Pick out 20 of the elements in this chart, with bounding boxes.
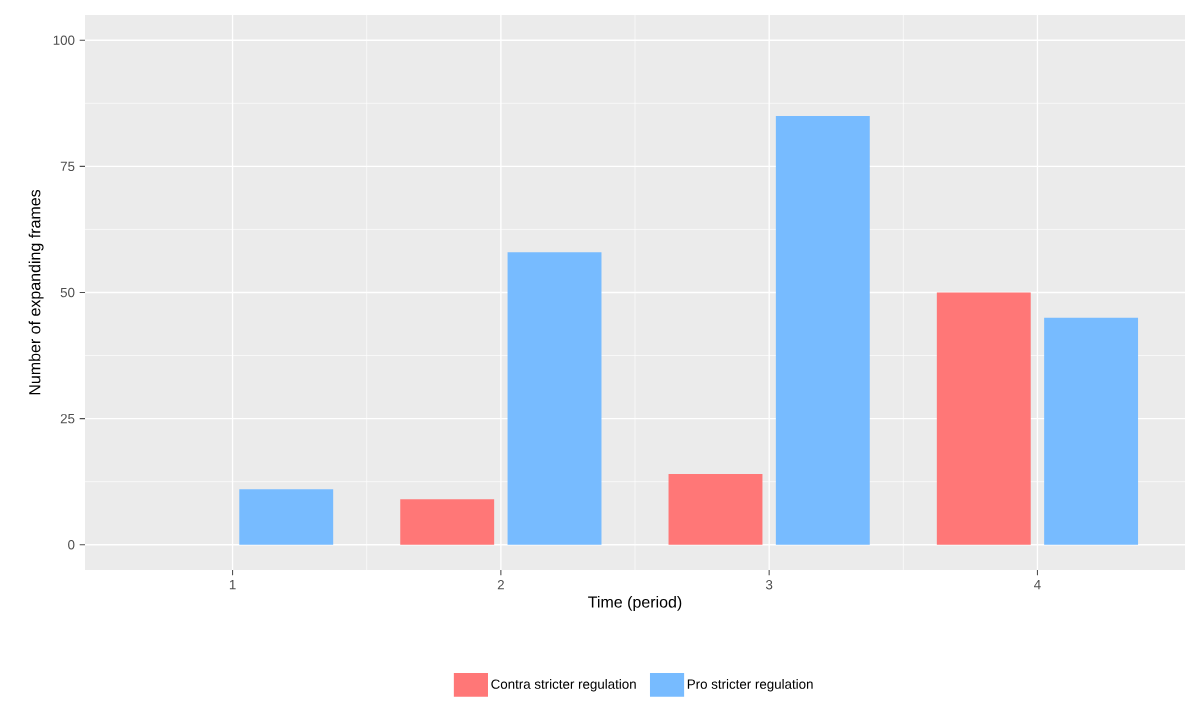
y-tick-label: 75 <box>60 161 75 171</box>
x-tick-label: 2 <box>497 580 504 590</box>
y-tick-label: 50 <box>60 287 75 298</box>
bar <box>936 292 1031 545</box>
x-tick-label: 4 <box>1034 580 1041 590</box>
y-axis-title: Number of expanding frames <box>28 189 44 395</box>
x-tick-label: 3 <box>765 580 773 590</box>
bar <box>507 252 602 545</box>
legend-label: Pro stricter regulation <box>687 679 813 692</box>
bar <box>239 489 334 545</box>
y-tick-label: 25 <box>60 413 75 424</box>
bar <box>775 115 870 545</box>
x-axis-title: Time (period) <box>588 595 682 611</box>
bar <box>400 499 495 545</box>
x-tick-label: 1 <box>229 580 236 590</box>
bar <box>668 474 763 545</box>
legend-label: Contra stricter regulation <box>491 679 636 692</box>
y-tick-label: 100 <box>53 35 75 45</box>
y-tick-label: 0 <box>68 540 75 550</box>
bar <box>1044 317 1139 545</box>
